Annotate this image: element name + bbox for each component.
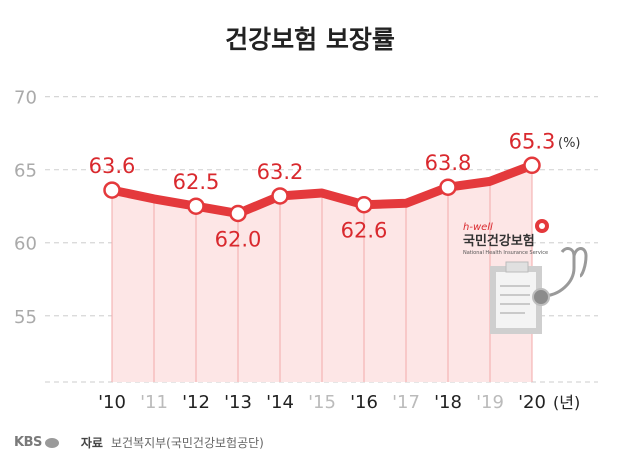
data-point — [271, 187, 289, 205]
data-label: 63.6 — [89, 154, 136, 178]
y-tick-label: 65 — [14, 161, 37, 182]
data-point — [439, 178, 457, 196]
data-label: 62.5 — [173, 170, 220, 194]
data-label: 65.3 — [509, 129, 556, 153]
kbs-logo: KBS — [14, 435, 59, 450]
data-point — [355, 195, 373, 214]
x-tick-label: '10 — [98, 392, 126, 413]
data-label: 63.8 — [425, 151, 472, 175]
point-markers — [103, 156, 541, 223]
x-axis: '10 '11 '12 '13 '14 '15 '16 '17 '18 '19 '20 (년) — [98, 392, 580, 413]
data-point — [523, 156, 541, 175]
logo-brand: h-well — [463, 222, 493, 233]
x-tick-label: '18 — [434, 392, 462, 413]
x-tick-label: '15 — [308, 392, 336, 413]
data-labels: 63.6 62.5 62.0 63.2 62.6 63.8 65.3 — [89, 129, 556, 251]
data-label: 63.2 — [257, 160, 304, 184]
y-tick-label: 55 — [14, 307, 37, 328]
x-tick-label: '20 — [518, 392, 546, 413]
data-label: 62.0 — [215, 228, 262, 252]
data-point — [187, 197, 205, 215]
source-text: 보건복지부(국민건강보험공단) — [110, 436, 264, 450]
logo-subtitle: National Health Insurance Service — [463, 250, 548, 256]
x-tick-label: '19 — [476, 392, 504, 413]
data-point — [103, 181, 121, 199]
data-point — [229, 204, 247, 223]
x-tick-label: '14 — [266, 392, 294, 413]
source-label: 자료 — [80, 436, 103, 450]
y-tick-label: 70 — [14, 88, 37, 109]
data-label: 62.6 — [341, 219, 388, 243]
series-line — [107, 160, 537, 218]
area-fill — [111, 165, 533, 382]
chart-title: 건강보험 보장률 — [225, 25, 395, 54]
logo-name: 국민건강보험 — [463, 233, 535, 249]
x-tick-label: '17 — [392, 392, 420, 413]
clipboard-icon — [490, 261, 542, 334]
y-tick-label: 60 — [14, 234, 37, 255]
x-unit-label: (년) — [553, 393, 580, 412]
y-unit-label: (%) — [558, 136, 581, 151]
stethoscope-icon — [532, 247, 588, 306]
kbs-logo-icon — [44, 437, 59, 448]
x-tick-label: '12 — [182, 392, 210, 413]
y-axis: 70 65 60 55 — [14, 88, 37, 328]
kbs-logo-text: KBS — [14, 435, 42, 450]
x-tick-label: '16 — [350, 392, 378, 413]
x-tick-label: '11 — [140, 392, 168, 413]
footer: KBS 자료 보건복지부(국민건강보험공단) — [14, 434, 264, 451]
nhis-logo: h-well 국민건강보험 National Health Insurance … — [463, 219, 549, 256]
x-tick-label: '13 — [224, 392, 252, 413]
series-polyline — [107, 160, 537, 218]
